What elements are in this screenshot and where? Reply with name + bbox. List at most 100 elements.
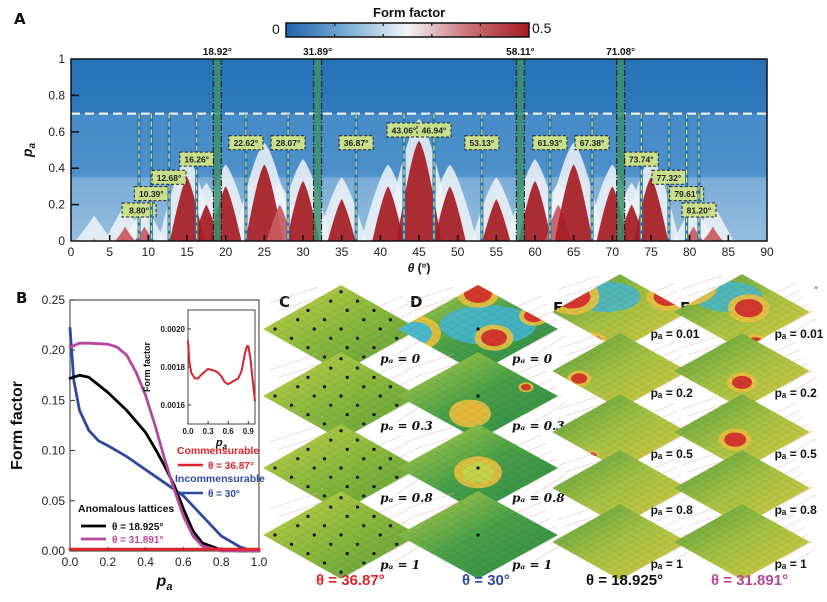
surface-grid-line bbox=[444, 310, 525, 355]
surface-grid-line bbox=[557, 396, 626, 436]
surface-grid-line bbox=[417, 295, 499, 341]
angle-label-text: 10.39° bbox=[139, 189, 164, 199]
surface-grid-line bbox=[464, 359, 545, 404]
surface-grid-line bbox=[568, 361, 638, 400]
surface-grid-line bbox=[321, 523, 400, 569]
angle-label-text: 81.20° bbox=[687, 206, 712, 216]
surface-grid-line bbox=[614, 335, 683, 375]
lattice-surface bbox=[552, 504, 688, 580]
surface-grid-line bbox=[574, 299, 643, 338]
surface-grid-line bbox=[730, 400, 799, 439]
commensurate-angle-label: 67.38° bbox=[574, 135, 610, 151]
surface-grid-line bbox=[608, 535, 677, 574]
surface-hotspot-halo bbox=[552, 278, 600, 315]
lattice-atom-dot bbox=[312, 466, 316, 470]
surface-grid-line bbox=[591, 465, 660, 505]
grid-line bbox=[680, 451, 722, 466]
x-tick-label: 60 bbox=[528, 245, 542, 259]
surface-grid-line bbox=[690, 459, 760, 498]
surface-grid-line bbox=[295, 509, 374, 554]
surface-grid-line bbox=[275, 527, 355, 572]
surface-grid-line bbox=[736, 335, 805, 375]
surface-grid-line bbox=[707, 468, 777, 508]
grid-line bbox=[558, 275, 600, 290]
surface-grid-line bbox=[696, 358, 765, 397]
stray-mark: ″ bbox=[814, 285, 818, 297]
surface-grid-line bbox=[321, 434, 400, 480]
surface-grid-line bbox=[719, 299, 788, 338]
surface-grid-line bbox=[724, 532, 794, 571]
angle-label-box bbox=[338, 135, 374, 151]
surface-grid-line bbox=[404, 427, 485, 472]
lattice-atom-dot bbox=[395, 336, 399, 340]
surface-grid-line bbox=[713, 471, 782, 511]
angle-label-box bbox=[416, 122, 452, 138]
angle-label-text: 53.13° bbox=[470, 138, 495, 148]
surface-grid-line bbox=[730, 510, 799, 549]
grid-line bbox=[565, 512, 607, 527]
surface-grid-line bbox=[608, 510, 677, 549]
surface-grid-line bbox=[563, 535, 632, 574]
surface-grid-line bbox=[431, 442, 512, 487]
anomalous-band bbox=[516, 59, 525, 241]
surface-grid-line bbox=[602, 403, 672, 442]
surface-grid-line bbox=[295, 310, 374, 355]
surface-grid-line bbox=[464, 527, 545, 572]
lattice-atom-dot bbox=[322, 385, 327, 389]
plot-frame bbox=[69, 299, 260, 552]
surface-grid-line bbox=[424, 314, 505, 359]
lattice-atom-dot bbox=[395, 403, 399, 407]
surface-grid-line bbox=[591, 525, 660, 565]
y-tick-label: 0.6 bbox=[48, 125, 65, 139]
y-tick-label: 0.2 bbox=[48, 198, 65, 212]
lattice-atom-dot bbox=[345, 375, 349, 379]
legend-anomalous-18-item: θ = 18.925° bbox=[112, 522, 163, 533]
angle-label-text: 46.94° bbox=[422, 125, 447, 135]
x-tick-label: 85 bbox=[722, 245, 736, 259]
lattice-atom-dot bbox=[362, 561, 366, 565]
surface-grid-line bbox=[702, 348, 771, 388]
surface-grid-line bbox=[417, 317, 499, 363]
lattice-atom-dot bbox=[372, 413, 376, 417]
lattice-tile-f bbox=[674, 274, 818, 350]
lattice-atom-dot bbox=[306, 413, 310, 417]
grid-line bbox=[782, 540, 813, 559]
lattice-atom-dot bbox=[388, 385, 393, 389]
surface-hotspot-halo bbox=[556, 451, 575, 464]
commensurate-angle-label: 43.06° bbox=[386, 122, 422, 138]
lattice-atom-dot bbox=[378, 394, 382, 398]
grid-line bbox=[687, 458, 729, 473]
anomalous-band bbox=[213, 59, 222, 241]
lattice-surface bbox=[674, 333, 810, 409]
inset-x-tick-label: 0.0 bbox=[182, 427, 194, 436]
angle-label-box bbox=[669, 186, 705, 202]
surface-grid-line bbox=[702, 465, 771, 505]
surface-grid-line bbox=[288, 520, 368, 565]
lattice-tile-f bbox=[674, 394, 818, 470]
grid-line bbox=[405, 492, 455, 509]
lattice-atom-dot bbox=[362, 422, 366, 426]
surface-grid-line bbox=[288, 453, 368, 498]
grid-line bbox=[533, 335, 567, 356]
grid-line bbox=[687, 512, 729, 527]
lattice-atom-dot bbox=[355, 542, 360, 546]
grid-line bbox=[533, 402, 567, 423]
surface-grid-line bbox=[568, 302, 638, 341]
commensurate-angle-label: 36.87° bbox=[338, 135, 374, 151]
pa-label-f: pₐ = 0.2 bbox=[774, 386, 817, 401]
surface-fill bbox=[674, 333, 810, 409]
lattice-atom-dot bbox=[339, 357, 343, 361]
lattice-atom-dot bbox=[296, 457, 300, 461]
surface-grid-line bbox=[424, 438, 505, 483]
angle-label-text: 12.68° bbox=[157, 173, 182, 183]
surface-grid-line bbox=[585, 412, 655, 452]
x-tick-label: 45 bbox=[412, 245, 426, 259]
surface-grid-line bbox=[707, 351, 777, 391]
surface-grid-line bbox=[411, 431, 492, 476]
x-axis-label: θ (°) bbox=[408, 261, 431, 275]
lattice-atom-dot bbox=[322, 561, 327, 565]
legend-anomalous-title: Anomalous lattices bbox=[78, 503, 174, 515]
surface-grid-line bbox=[471, 494, 552, 539]
lattice-atom-dot bbox=[306, 447, 310, 451]
surface-grid-line bbox=[451, 438, 532, 483]
